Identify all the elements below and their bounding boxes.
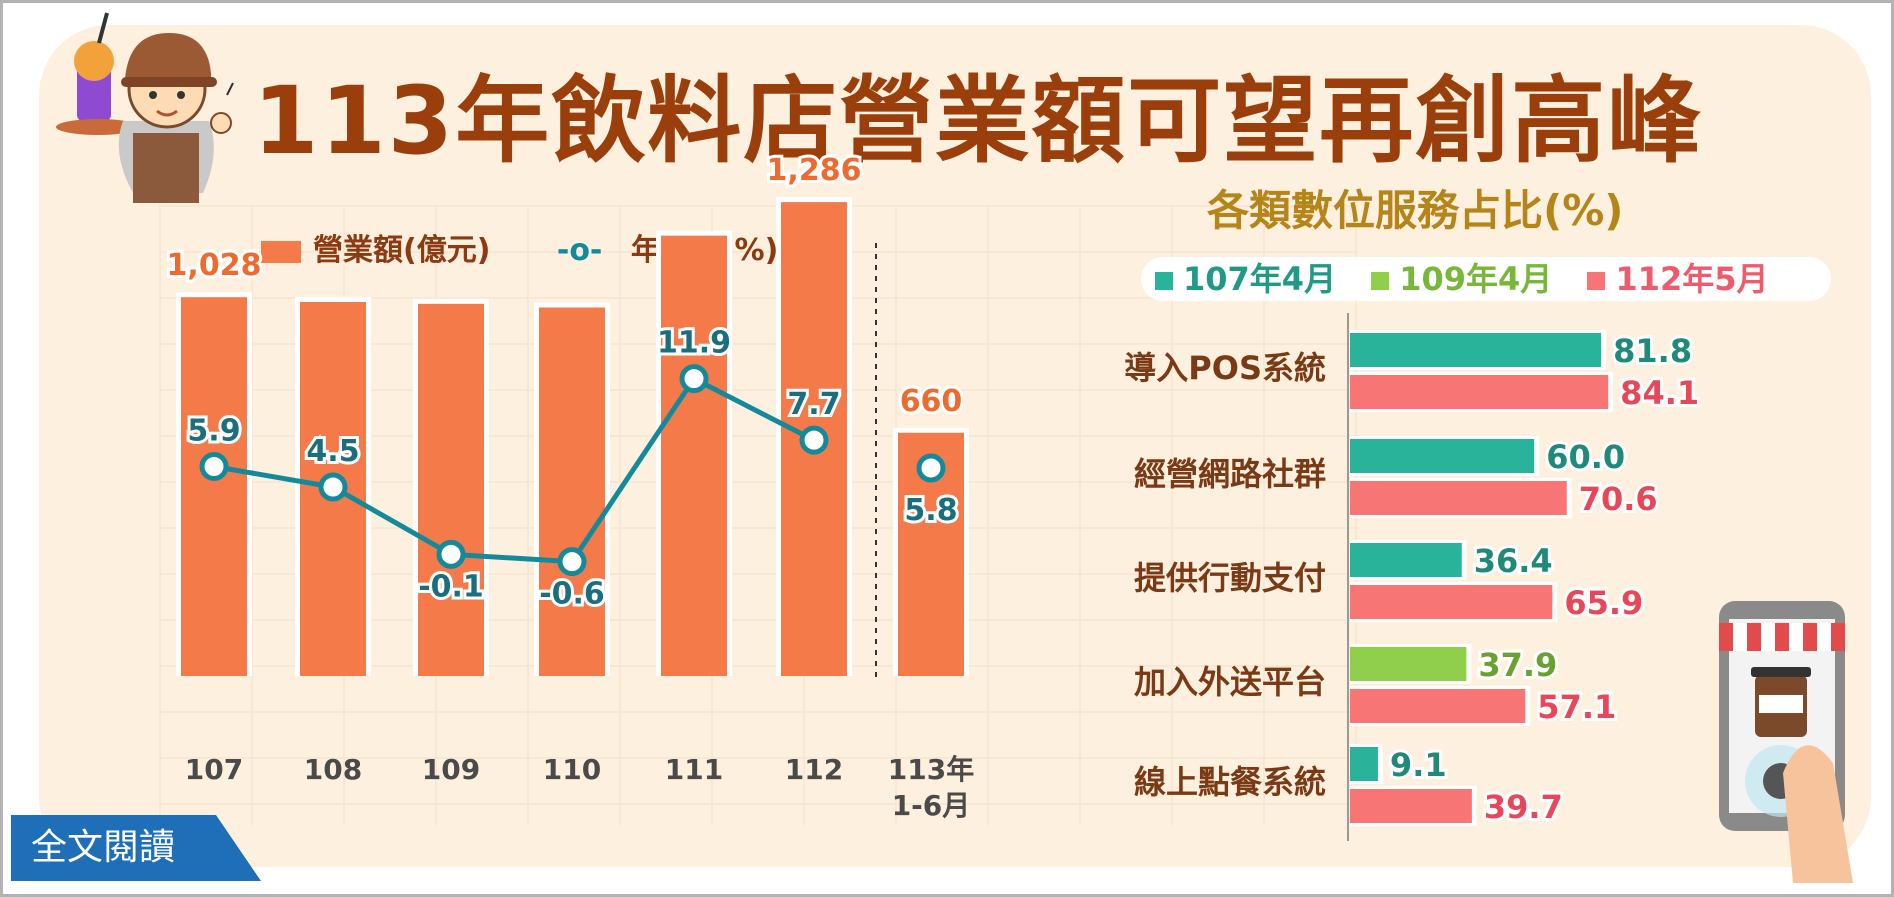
growth-label: 11.9 (657, 326, 731, 361)
growth-label: -0.1 (418, 569, 484, 604)
legend-label-109: 109年4月 (1399, 260, 1553, 298)
x-tick-label: 107 (185, 753, 243, 786)
charts-canvas: 1,028 1,286 660 5.9 4.5 -0.1 -0.6 11.9 7.7 5.8 107… (164, 150, 1702, 841)
service-value-label: 37.9 (1478, 646, 1557, 684)
growth-label: 7.7 (787, 387, 840, 422)
service-bar (1350, 543, 1462, 577)
x-tick-label: 110 (543, 753, 601, 786)
legend-label-112: 112年5月 (1615, 260, 1769, 298)
category-label: 經營網路社群 (1134, 455, 1326, 493)
service-value-label: 57.1 (1537, 688, 1616, 726)
legend-label-revenue: 營業額(億元) (313, 233, 491, 268)
legend-swatch-112 (1587, 272, 1606, 290)
service-bar (1350, 375, 1609, 409)
barista-illustration (56, 12, 234, 203)
growth-line (213, 375, 816, 565)
service-bar (1350, 481, 1567, 515)
x-tick-label: 1-6月 (892, 789, 971, 822)
growth-label: 5.8 (904, 493, 957, 528)
legend-label-107: 107年4月 (1183, 260, 1337, 298)
service-bar (1350, 747, 1378, 781)
growth-label: 4.5 (306, 434, 359, 469)
legend-line-marker: -o- (556, 233, 603, 268)
service-value-label: 36.4 (1474, 542, 1553, 580)
growth-point (916, 453, 946, 483)
service-value-label: 84.1 (1620, 374, 1699, 412)
right-chart-title: 各類數位服務占比(%) (1207, 186, 1624, 235)
revenue-bar (539, 307, 605, 676)
growth-label: -0.6 (539, 577, 605, 612)
growth-point (799, 425, 829, 455)
service-bar (1350, 689, 1526, 723)
legend-swatch-revenue (261, 240, 301, 263)
read-more-button[interactable]: 全文閱讀 (11, 815, 261, 881)
revenue-bar (418, 303, 484, 676)
x-tick-label: 111 (665, 753, 723, 786)
category-label: 加入外送平台 (1134, 663, 1326, 701)
revenue-bar (181, 297, 247, 676)
page-title: 113年飲料店營業額可望再創高峰 (253, 67, 1704, 176)
category-label: 線上點餐系統 (1134, 763, 1326, 801)
service-bar (1350, 585, 1553, 619)
left-chart-legend: 營業額(億元) -o- 年增率(%) (261, 225, 778, 269)
service-value-label: 9.1 (1390, 746, 1447, 784)
category-label: 提供行動支付 (1134, 559, 1326, 597)
service-value-label: 81.8 (1613, 332, 1692, 370)
service-bar (1350, 647, 1467, 681)
right-chart-legend: 107年4月 109年4月 112年5月 (1141, 257, 1831, 301)
revenue-bar (661, 235, 727, 676)
growth-point (318, 472, 348, 502)
x-tick-label: 109 (422, 753, 480, 786)
service-value-label: 65.9 (1564, 584, 1643, 622)
legend-item-109: 109年4月 (1371, 257, 1552, 301)
service-bar (1350, 439, 1535, 473)
legend-item-107: 107年4月 (1155, 257, 1336, 301)
growth-point (679, 364, 709, 394)
x-tick-label: 112 (785, 753, 843, 786)
growth-label: 5.9 (187, 414, 240, 449)
service-value-label: 60.0 (1546, 438, 1625, 476)
growth-point (436, 539, 466, 569)
growth-point (199, 452, 229, 482)
service-value-label: 39.7 (1484, 788, 1563, 826)
x-tick-label: 108 (304, 753, 362, 786)
legend-swatch-107 (1155, 272, 1173, 290)
legend-swatch-109 (1371, 272, 1390, 290)
category-label: 導入POS系統 (1124, 349, 1326, 387)
growth-point (557, 547, 587, 577)
x-tick-label: 113年 (888, 753, 974, 786)
revenue-label: 1,286 (767, 153, 862, 188)
service-value-label: 70.6 (1579, 480, 1658, 518)
legend-item-112: 112年5月 (1587, 257, 1769, 301)
service-bar (1350, 789, 1472, 823)
revenue-label: 1,028 (167, 248, 262, 283)
barista-icon (56, 12, 234, 203)
service-bar (1350, 333, 1602, 367)
revenue-label: 660 (900, 384, 963, 419)
